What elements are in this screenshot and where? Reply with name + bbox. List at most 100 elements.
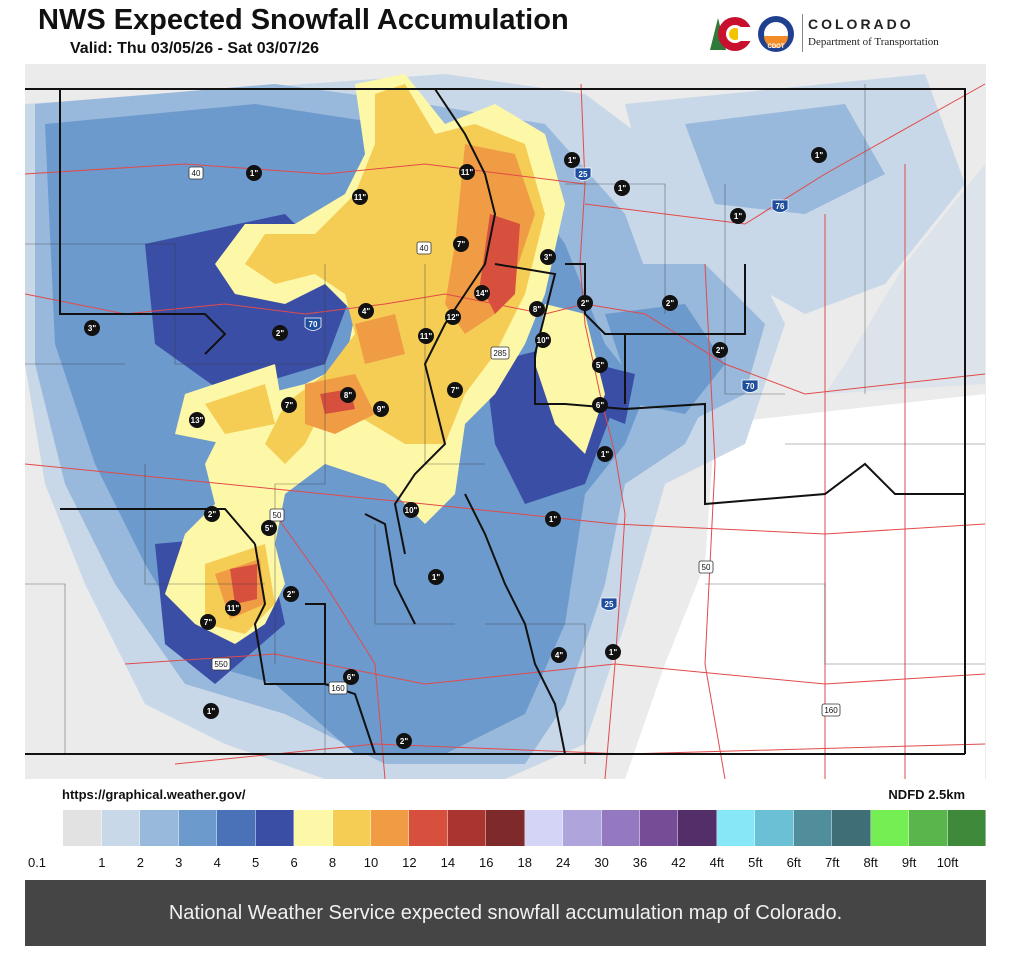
svg-text:1": 1" (618, 184, 626, 193)
eastern-plains-no-snow (625, 394, 985, 779)
legend-swatch-4 (178, 810, 218, 846)
marker-1in-alamosa: 1" (428, 569, 444, 585)
svg-text:14": 14" (476, 289, 489, 298)
marker-1in-greeley: 1" (614, 180, 630, 196)
legend-swatch-14 (563, 810, 602, 846)
svg-text:2": 2" (581, 299, 589, 308)
marker-1in-walsenburg: 1" (605, 644, 621, 660)
legend-label: 4ft (709, 855, 725, 870)
svg-text:76: 76 (776, 202, 785, 211)
color-legend (25, 810, 986, 846)
legend-swatch-15 (601, 810, 640, 846)
svg-text:1": 1" (250, 169, 258, 178)
map-caption: National Weather Service expected snowfa… (25, 880, 986, 946)
legend-label: 7ft (825, 855, 840, 870)
svg-text:25: 25 (605, 600, 614, 609)
svg-text:3": 3" (544, 253, 552, 262)
legend-swatch-22 (870, 810, 910, 846)
marker-8in-evergreen: 8" (529, 301, 545, 317)
svg-text:11": 11" (420, 332, 432, 341)
marker-7in-carbondale: 7" (281, 397, 297, 413)
svg-text:4": 4" (555, 651, 563, 660)
svg-text:10": 10" (537, 336, 550, 345)
legend-swatch-8 (332, 810, 371, 846)
svg-text:4": 4" (362, 307, 370, 316)
svg-text:550: 550 (214, 660, 228, 669)
legend-labels: 0.1 1 2 3 4 5 6 8 10 12 14 16 18 24 30 36 42 4ft 5ft 6ft 7ft… (25, 855, 986, 871)
legend-label: 3 (175, 855, 183, 870)
marker-1in-canon-city: 1" (545, 511, 561, 527)
svg-text:50: 50 (702, 563, 711, 572)
marker-7in-silverton: 7" (200, 614, 216, 630)
marker-5in-lake-city: 5" (261, 520, 277, 536)
legend-swatch-18 (716, 810, 756, 846)
marker-1in-fort-collins: 1" (564, 152, 580, 168)
i-25-shield-south: 25 (600, 597, 618, 611)
marker-11in-ouray: 11" (225, 600, 241, 616)
marker-2in-south-san-juans: 2" (283, 586, 299, 602)
svg-text:1": 1" (601, 450, 609, 459)
legend-swatch-20 (793, 810, 833, 846)
marker-1in-colorado-springs: 1" (597, 446, 613, 462)
svg-text:6": 6" (347, 673, 355, 682)
legend-label: 2 (136, 855, 144, 870)
legend-label: 6 (290, 855, 298, 870)
legend-swatch-23 (909, 810, 948, 846)
legend-label: 10ft (936, 855, 959, 870)
us-40-shield-northwest: 40 (188, 166, 204, 180)
legend-swatch-7 (294, 810, 333, 846)
legend-label: 5 (252, 855, 260, 870)
marker-4in-sangre-de-cristo: 4" (551, 647, 567, 663)
valid-dates: Valid: Thu 03/05/26 - Sat 03/07/26 (70, 40, 320, 57)
legend-swatch-10 (409, 810, 448, 846)
marker-2in-rifle: 2" (272, 325, 288, 341)
legend-swatch-2 (101, 810, 141, 846)
svg-text:2": 2" (287, 590, 295, 599)
svg-text:12": 12" (447, 313, 460, 322)
svg-text:3": 3" (88, 324, 96, 333)
svg-text:160: 160 (824, 706, 838, 715)
marker-14in-continental-divide: 14" (474, 285, 490, 301)
model-label: NDFD 2.5km (888, 787, 965, 802)
us-50-shield-west: 50 (269, 508, 285, 522)
svg-text:9": 9" (377, 405, 385, 414)
us-285-shield: 285 (490, 346, 510, 360)
i-76-shield: 76 (771, 199, 789, 213)
svg-text:1": 1" (734, 212, 742, 221)
svg-text:1": 1" (207, 707, 215, 716)
marker-3in-grand-junction-north: 3" (84, 320, 100, 336)
svg-text:11": 11" (227, 604, 239, 613)
legend-swatch-11 (447, 810, 487, 846)
svg-text:70: 70 (746, 382, 755, 391)
legend-swatch-12 (486, 810, 525, 846)
svg-text:7": 7" (285, 401, 293, 410)
svg-text:2": 2" (666, 299, 674, 308)
marker-1in-sterling: 1" (811, 147, 827, 163)
marker-6in-monument: 6" (592, 397, 608, 413)
marker-11in-summit: 11" (418, 328, 434, 344)
legend-label: 8ft (863, 855, 878, 870)
svg-text:1": 1" (432, 573, 440, 582)
svg-text:50: 50 (273, 511, 282, 520)
svg-text:10": 10" (405, 506, 418, 515)
legend-label: 1 (98, 855, 106, 870)
legend-swatch-5 (217, 810, 256, 846)
logo-divider (802, 14, 803, 52)
marker-1in-durango: 1" (203, 703, 219, 719)
legend-label: 5ft (748, 855, 763, 870)
svg-text:5": 5" (596, 361, 604, 370)
snowfall-map: 40 40 285 50 50 550 160 160 25 76 70 70 … (25, 64, 986, 779)
marker-13in-grand-mesa: 13" (189, 412, 205, 428)
legend-swatch-9 (370, 810, 410, 846)
marker-10in-conifer: 10" (535, 332, 551, 348)
svg-text:285: 285 (493, 349, 507, 358)
legend-swatch-1 (63, 810, 102, 846)
legend-swatch-21 (832, 810, 871, 846)
legend-label: 42 (671, 855, 686, 870)
legend-label: 10 (363, 855, 379, 870)
legend-label: 8 (328, 855, 337, 870)
legend-swatch-24 (947, 810, 986, 846)
legend-swatch-19 (755, 810, 794, 846)
us-160-shield-east: 160 (821, 703, 841, 717)
colorado-c-logo-icon: CDOT (710, 16, 794, 52)
